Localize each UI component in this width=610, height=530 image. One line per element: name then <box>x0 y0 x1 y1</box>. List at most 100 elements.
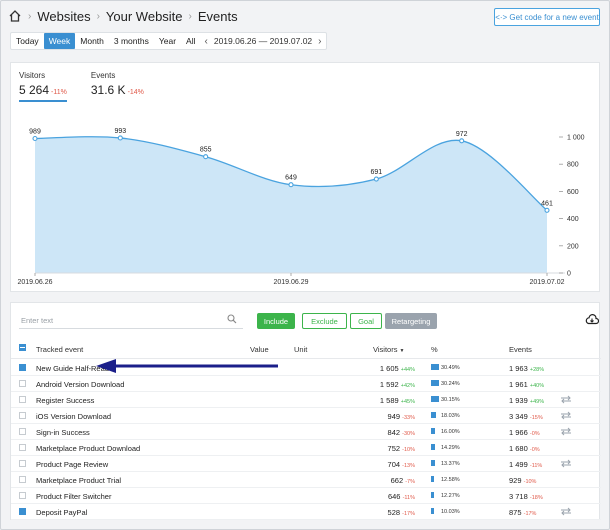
row-checkbox[interactable] <box>19 444 26 451</box>
table-row[interactable]: Product Page Review 704 -13% 13.37% 1 499 -… <box>11 456 601 472</box>
event-name[interactable]: iOS Version Download <box>36 412 112 421</box>
event-name[interactable]: Product Filter Switcher <box>36 492 112 501</box>
visitors-cell: 704 -13% <box>387 460 415 469</box>
header-events[interactable]: Events <box>509 345 532 354</box>
event-name[interactable]: Marketplace Product Download <box>36 444 141 453</box>
chevron-right-icon[interactable]: › <box>318 35 322 47</box>
events-cell: 3 718 -18% <box>509 492 543 501</box>
row-checkbox[interactable] <box>19 508 26 515</box>
table-row[interactable]: Product Filter Switcher 646 -11% 12.27% 3 7… <box>11 488 601 504</box>
cloud-download-icon[interactable] <box>585 314 599 326</box>
header-unit[interactable]: Unit <box>294 345 308 354</box>
metric-delta: -11% <box>51 89 67 96</box>
period-today[interactable]: Today <box>16 36 39 46</box>
row-checkbox[interactable] <box>19 412 26 419</box>
data-label: 649 <box>285 175 297 182</box>
x-tick-label: 2019.07.02 <box>529 279 564 286</box>
table-row[interactable]: Marketplace Product Download 752 -10% 14.2… <box>11 440 601 456</box>
header-visitors[interactable]: Visitors ▼ <box>373 345 405 354</box>
metric-value: 31.6 K -14% <box>90 83 144 97</box>
data-label: 993 <box>114 128 126 135</box>
row-checkbox[interactable] <box>19 492 26 499</box>
table-row[interactable]: Sign-in Success 842 -30% 16.00% 1 966 -0% <box>11 424 601 440</box>
event-name[interactable]: Deposit PayPal <box>36 508 88 517</box>
table-row[interactable]: Deposit PayPal 528 -17% 10.03% 875 -17% <box>11 504 601 520</box>
search-icon[interactable] <box>227 314 237 324</box>
period-week[interactable]: Week <box>43 33 76 49</box>
events-cell: 1 680 -0% <box>509 444 540 453</box>
retarget-icon[interactable] <box>560 411 572 420</box>
percent-value: 30.49% <box>441 365 460 371</box>
metric-visitors[interactable]: Visitors 5 264 -11% <box>19 71 67 102</box>
retarget-icon[interactable] <box>560 427 572 436</box>
table-row[interactable]: Android Version Download 1 592 +42% 30.24%… <box>11 376 601 392</box>
annotation-arrow <box>96 359 278 373</box>
exclude-button[interactable]: Exclude <box>302 313 347 329</box>
event-name[interactable]: New Guide Half-Read <box>36 364 109 373</box>
event-name[interactable]: Sign-in Success <box>36 428 90 437</box>
breadcrumb-separator: › <box>96 10 100 22</box>
visitors-delta: -10% <box>402 447 415 453</box>
event-name[interactable]: Product Page Review <box>36 460 109 469</box>
visitors-cell: 1 589 +45% <box>379 396 415 405</box>
breadcrumb-separator: › <box>28 10 32 22</box>
period-year[interactable]: Year <box>158 36 177 46</box>
retarget-icon[interactable] <box>560 507 572 516</box>
percent-value: 12.58% <box>441 477 460 483</box>
period-3-months[interactable]: 3 months <box>113 36 149 46</box>
period-month[interactable]: Month <box>80 36 104 46</box>
events-delta: -15% <box>529 415 543 421</box>
percent-bar <box>431 396 439 402</box>
goal-button[interactable]: Goal <box>350 313 382 329</box>
row-checkbox[interactable] <box>19 428 26 435</box>
visitors-delta: +42% <box>400 383 415 389</box>
event-name[interactable]: Marketplace Product Trial <box>36 476 122 485</box>
header-value[interactable]: Value <box>250 345 269 354</box>
data-point <box>32 135 38 142</box>
row-checkbox[interactable] <box>19 476 26 483</box>
visitors-delta: -7% <box>405 479 415 485</box>
metric-events[interactable]: Events 31.6 K -14% <box>91 71 144 102</box>
events-delta: -11% <box>529 463 543 469</box>
x-tick-label: 2019.06.26 <box>17 279 52 286</box>
metric-label: Visitors <box>19 71 46 80</box>
row-checkbox[interactable] <box>19 380 26 387</box>
table-row[interactable]: New Guide Half-Read 1 605 +44% 30.49% 1 963… <box>11 360 601 376</box>
events-cell: 1 963 +28% <box>509 364 545 373</box>
visitors-cell: 528 -17% <box>387 508 415 517</box>
select-all-checkbox[interactable] <box>19 344 26 351</box>
period-all[interactable]: All <box>186 36 196 46</box>
percent-value: 18.03% <box>441 413 460 419</box>
home-icon[interactable] <box>8 9 22 23</box>
header-percent[interactable]: % <box>431 345 438 354</box>
y-tick-label: 1 000 <box>567 135 585 142</box>
event-name[interactable]: Android Version Download <box>36 380 125 389</box>
sort-desc-icon: ▼ <box>399 348 405 354</box>
table-row[interactable]: Register Success 1 589 +45% 30.15% 1 939 +4… <box>11 392 601 408</box>
visitors-delta: +45% <box>400 399 415 405</box>
date-range[interactable]: 2019.06.26 — 2019.07.02 <box>213 36 313 46</box>
y-tick-label: 400 <box>567 216 579 223</box>
header-tracked-event[interactable]: Tracked event <box>36 345 84 354</box>
retarget-icon[interactable] <box>560 395 572 404</box>
events-cell: 1 966 -0% <box>509 428 540 437</box>
row-checkbox[interactable] <box>19 364 26 371</box>
table-row[interactable]: iOS Version Download 949 -33% 18.03% 3 349 … <box>11 408 601 424</box>
retargeting-button[interactable]: Retargeting <box>385 313 437 329</box>
visitors-cell: 646 -11% <box>387 492 415 501</box>
events-delta: -10% <box>523 479 537 485</box>
data-point <box>288 182 294 188</box>
metric-delta: -14% <box>127 89 144 96</box>
search-input[interactable]: Enter text <box>19 313 243 329</box>
row-checkbox[interactable] <box>19 396 26 403</box>
retarget-icon[interactable] <box>560 459 572 468</box>
table-row[interactable]: Marketplace Product Trial 662 -7% 12.58% 92… <box>11 472 601 488</box>
get-code-button[interactable]: <·> Get code for a new event <box>494 8 600 26</box>
breadcrumb-websites[interactable]: Websites <box>37 8 91 24</box>
include-button[interactable]: Include <box>257 313 295 329</box>
event-name[interactable]: Register Success <box>36 396 95 405</box>
percent-bar <box>431 492 434 498</box>
row-checkbox[interactable] <box>19 460 26 467</box>
chevron-left-icon[interactable]: ‹ <box>204 35 208 47</box>
breadcrumb-website[interactable]: Your Website <box>105 8 183 24</box>
